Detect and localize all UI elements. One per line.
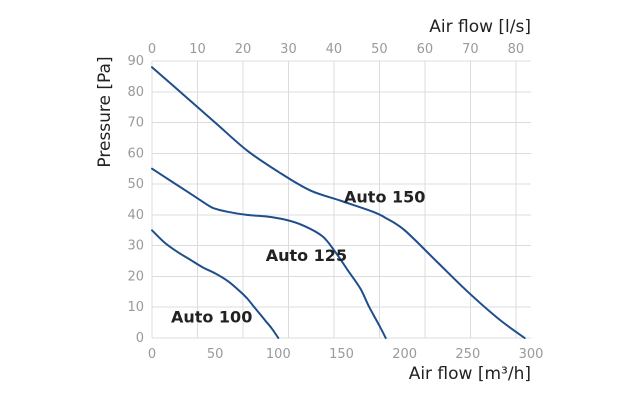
x2-tick-label: 40 (326, 42, 343, 57)
y-tick-label: 60 (127, 146, 144, 161)
y-tick-label: 0 (136, 331, 144, 346)
y-tick-label: 40 (127, 208, 144, 223)
x2-tick-label: 30 (280, 42, 297, 57)
x-tick-label: 50 (207, 347, 224, 362)
x2-tick-label: 80 (508, 42, 525, 57)
series-line-auto-100 (151, 229, 280, 339)
series-labels: Auto 100 Auto 125 Auto 150 (171, 188, 425, 327)
x-tick-label: 200 (392, 347, 417, 362)
x-tick-label: 300 (519, 347, 544, 362)
y-tick-label: 20 (127, 269, 144, 284)
y-axis-title: Pressure [Pa] (95, 56, 115, 167)
series-label-auto-150: Auto 150 (344, 188, 425, 207)
y-tick-label: 10 (127, 300, 144, 315)
x2-tick-label: 60 (417, 42, 434, 57)
series-line-auto-125 (151, 167, 387, 339)
x-axis-title: Air flow [m³/h] (409, 364, 531, 384)
series-line-auto-150 (151, 66, 526, 339)
y-tick-label: 30 (127, 239, 144, 254)
curves (151, 66, 526, 339)
y-tick-label: 50 (127, 177, 144, 192)
x2-axis-title: Air flow [l/s] (429, 17, 531, 37)
x2-tick-label: 10 (189, 42, 206, 57)
y-tick-label: 90 (127, 54, 144, 69)
x2-tick-label: 50 (371, 42, 388, 57)
x2-tick-label: 0 (148, 42, 156, 57)
x-tick-label: 250 (455, 347, 480, 362)
series-label-auto-125: Auto 125 (266, 246, 347, 265)
x2-tick-label: 70 (462, 42, 479, 57)
y-tick-label: 80 (127, 85, 144, 100)
series-label-auto-100: Auto 100 (171, 308, 252, 327)
x2-tick-label: 20 (235, 42, 252, 57)
x-tick-label: 150 (329, 347, 354, 362)
x-tick-label: 0 (148, 347, 156, 362)
x-tick-label: 100 (266, 347, 291, 362)
tick-labels: 0 10 20 30 40 50 60 70 80 90 0 10 20 30 40 50 60 70 80 0 50 1… (127, 42, 543, 362)
y-tick-label: 70 (127, 116, 144, 131)
